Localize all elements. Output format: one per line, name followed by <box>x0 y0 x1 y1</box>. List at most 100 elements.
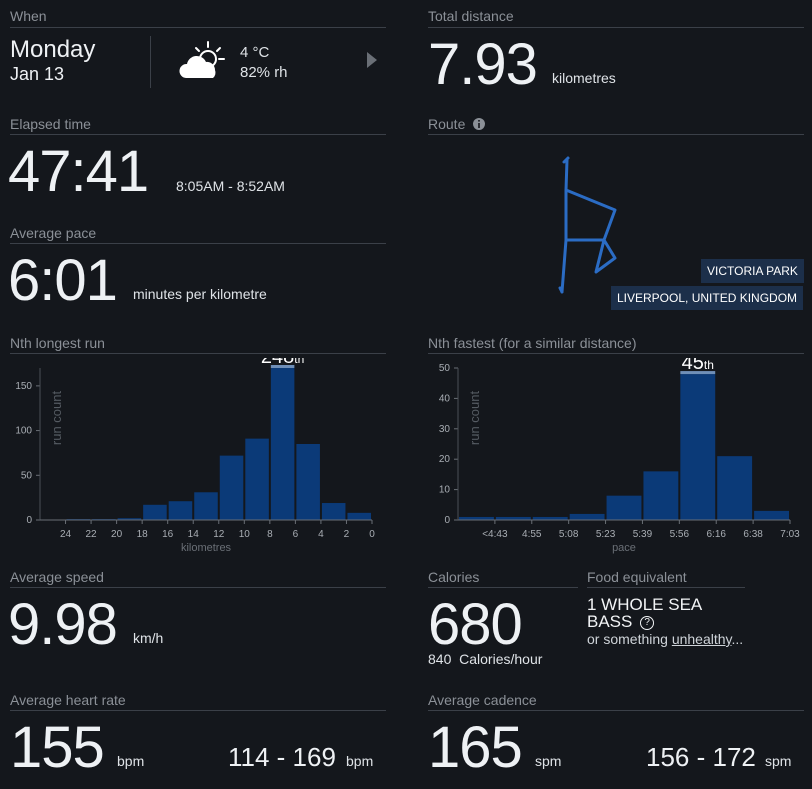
heart-range: 114 - 169 <box>228 742 336 772</box>
calories-title: Calories <box>428 569 480 585</box>
food-suffix: ... <box>731 631 744 647</box>
highlight-marker <box>680 371 716 375</box>
y-tick-label: 50 <box>21 470 33 481</box>
distance-rule <box>428 27 804 28</box>
bar <box>495 516 531 520</box>
calories-value: 680 <box>428 592 523 657</box>
bar <box>717 456 753 520</box>
heart-rule <box>10 710 386 711</box>
cadence-unit: spm <box>535 753 562 769</box>
total-distance-title: Total distance <box>428 8 514 24</box>
x-tick-label: 22 <box>86 529 98 540</box>
cadence-title: Average cadence <box>428 692 537 708</box>
x-tick-label: 18 <box>137 529 149 540</box>
x-tick-label: 24 <box>60 529 72 540</box>
heart-unit: bpm <box>117 753 145 769</box>
rank-annotation: 45th <box>682 358 714 374</box>
rank-number: 248 <box>261 358 294 368</box>
longest-title: Nth longest run <box>10 335 105 351</box>
when-divider <box>150 36 151 88</box>
calories-rate-value: 840 <box>428 651 452 667</box>
x-tick-label: 20 <box>111 529 123 540</box>
x-tick-label: 5:08 <box>559 529 579 540</box>
y-axis-label: run count <box>467 391 482 446</box>
rank-annotation: 248th <box>261 358 304 368</box>
food-line1: 1 WHOLE SEA <box>587 595 703 614</box>
x-tick-label: 5:56 <box>670 529 690 540</box>
route-title: Route <box>428 116 466 132</box>
x-tick-label: 4 <box>318 529 324 540</box>
bar <box>606 495 642 520</box>
info-icon[interactable] <box>472 117 486 131</box>
bar <box>117 518 142 520</box>
food-note: or something unhealthy... <box>587 631 743 647</box>
y-tick-label: 10 <box>439 485 451 496</box>
when-rule <box>10 27 386 28</box>
when-title: When <box>10 8 47 24</box>
speed-unit: km/h <box>133 630 164 646</box>
y-tick-label: 0 <box>26 515 32 526</box>
rank-number: 45 <box>682 358 704 374</box>
next-arrow-icon[interactable] <box>367 52 377 68</box>
bar <box>143 504 167 520</box>
x-tick-label: 6 <box>293 529 299 540</box>
bar <box>219 455 244 520</box>
cadence-value: 165 <box>428 715 523 780</box>
x-tick-label: 5:39 <box>633 529 653 540</box>
speed-title: Average speed <box>10 569 104 585</box>
x-tick-label: 5:23 <box>596 529 616 540</box>
cadence-rule <box>428 710 804 711</box>
temperature: 4 °C <box>240 44 270 61</box>
speed-value: 9.98 <box>8 592 118 657</box>
y-tick-label: 150 <box>15 381 32 392</box>
bar <box>194 492 218 520</box>
speed-rule <box>10 587 386 588</box>
elapsed-value: 47:41 <box>8 139 149 204</box>
bar <box>532 516 568 520</box>
bar <box>296 444 320 520</box>
food-rule <box>587 587 745 588</box>
x-tick-label: 10 <box>239 529 251 540</box>
help-icon[interactable]: ? <box>640 616 655 630</box>
x-tick-label: 7:03 <box>780 529 800 540</box>
x-tick-label: 2 <box>344 529 350 540</box>
pace-rule <box>10 243 386 244</box>
bar <box>459 516 494 520</box>
calories-rate-unit: Calories/hour <box>459 651 543 667</box>
total-distance-unit: kilometres <box>552 70 616 86</box>
y-tick-label: 30 <box>439 424 451 435</box>
x-tick-label: 4:55 <box>522 529 542 540</box>
humidity: 82% rh <box>240 64 288 81</box>
x-tick-label: 16 <box>162 529 174 540</box>
elapsed-range: 8:05AM - 8:52AM <box>176 178 285 194</box>
unhealthy-link[interactable]: unhealthy <box>671 631 732 647</box>
cadence-range-unit: spm <box>765 753 792 769</box>
bar <box>347 512 371 520</box>
longest-rule <box>10 353 386 354</box>
elapsed-title: Elapsed time <box>10 116 91 132</box>
total-distance-value: 7.93 <box>428 32 538 97</box>
date-label: Jan 13 <box>10 64 65 84</box>
pace-title: Average pace <box>10 225 97 241</box>
calories-rate: 840 Calories/hour <box>428 651 542 667</box>
partly-cloudy-icon <box>179 41 225 78</box>
highlight-marker <box>270 365 295 368</box>
calories-rule <box>428 587 578 588</box>
bar <box>168 501 193 520</box>
x-tick-label: 6:16 <box>706 529 726 540</box>
y-tick-label: 40 <box>439 393 451 404</box>
rank-suffix: th <box>704 358 714 372</box>
bar <box>643 471 679 520</box>
y-tick-label: 20 <box>439 454 451 465</box>
bar <box>321 503 346 520</box>
heart-title: Average heart rate <box>10 692 126 708</box>
bar <box>245 438 269 520</box>
food-line2-wrap: BASS ? <box>587 612 655 632</box>
x-tick-label: 14 <box>188 529 200 540</box>
food-prefix: or something <box>587 631 672 647</box>
bar <box>569 513 605 520</box>
cadence-range: 156 - 172 <box>646 742 756 772</box>
pace-unit: minutes per kilometre <box>133 286 267 302</box>
y-tick-label: 100 <box>15 426 32 437</box>
